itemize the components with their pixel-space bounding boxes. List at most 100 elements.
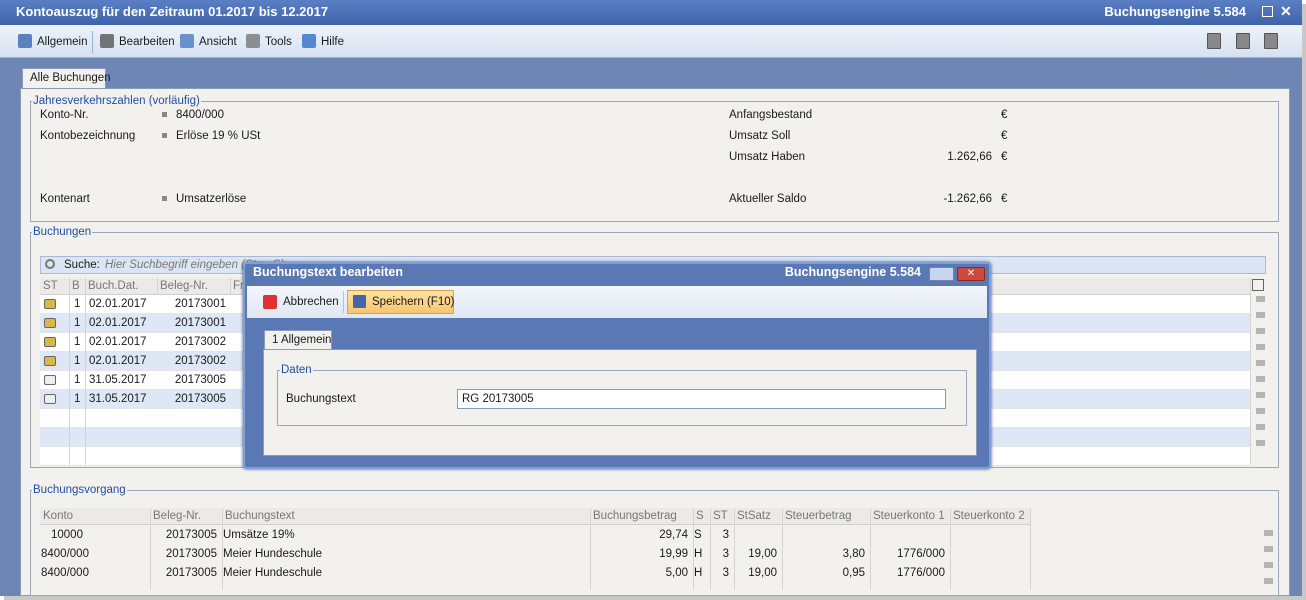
search-label: Suche: <box>64 259 100 271</box>
cell: Meier Hundeschule <box>223 548 323 560</box>
status-icon <box>44 394 56 404</box>
side-tool[interactable] <box>1256 312 1265 318</box>
cell: H <box>694 567 703 579</box>
field-label: Kontobezeichnung <box>40 130 136 142</box>
column-divider <box>693 508 694 590</box>
cell: 3 <box>722 529 729 541</box>
menu-icon <box>180 34 194 48</box>
menu-icon <box>302 34 316 48</box>
cell: 1 <box>74 355 81 367</box>
cell: 1 <box>74 393 81 405</box>
column-divider <box>222 508 223 590</box>
field-label: Aktueller Saldo <box>729 193 807 205</box>
side-tool[interactable] <box>1256 408 1265 414</box>
side-tool[interactable] <box>1264 578 1273 584</box>
menu-item[interactable]: Bearbeiten <box>119 36 175 48</box>
column-header: B <box>72 280 80 292</box>
toolbar-icon[interactable] <box>1207 33 1221 49</box>
amount: -1.262,66 <box>943 193 992 205</box>
cell: 3 <box>722 548 729 560</box>
field-value: Umsatzerlöse <box>176 193 247 205</box>
status-icon <box>44 375 56 385</box>
cell: 20173005 <box>165 529 217 541</box>
side-tool[interactable] <box>1256 440 1265 446</box>
side-tool[interactable] <box>1264 562 1273 568</box>
menu-item[interactable]: Hilfe <box>321 36 345 48</box>
column-divider <box>734 508 735 590</box>
cell: 0,95 <box>842 567 865 579</box>
input-value[interactable]: RG 20173005 <box>462 393 534 405</box>
tab-label[interactable]: Alle Buchungen <box>30 72 111 84</box>
menu-icon <box>18 34 32 48</box>
bookings-group-title: Buchungen <box>32 225 93 239</box>
window-title: Kontoauszug für den Zeitraum 01.2017 bis… <box>16 4 329 19</box>
column-divider <box>150 508 151 590</box>
bullet <box>162 196 167 201</box>
cell: 3,80 <box>842 548 865 560</box>
currency: € <box>1001 151 1008 163</box>
dialog-app-name: Buchungsengine 5.584 <box>784 265 921 279</box>
bullet <box>162 133 167 138</box>
side-tool[interactable] <box>1256 328 1265 334</box>
side-tool[interactable] <box>1252 279 1264 291</box>
summary-group <box>30 101 1279 222</box>
column-divider <box>1030 508 1031 590</box>
side-tool[interactable] <box>1256 296 1265 302</box>
button-icon[interactable] <box>263 295 277 309</box>
currency: € <box>1001 109 1008 121</box>
dialog-title: Buchungstext bearbeiten <box>253 265 404 279</box>
dialog-tab[interactable] <box>264 330 332 350</box>
bullet <box>162 112 167 117</box>
app-name: Buchungsengine 5.584 <box>1104 4 1246 19</box>
search-placeholder[interactable]: Hier Suchbegriff eingeben (Strg+S) <box>105 259 285 271</box>
cell: 1 <box>74 317 81 329</box>
column-divider <box>950 508 951 590</box>
toolbar-icon[interactable] <box>1236 33 1250 49</box>
cell: 02.01.2017 <box>89 336 147 348</box>
cell: S <box>694 529 702 541</box>
menu-item[interactable]: Ansicht <box>199 36 237 48</box>
table-lines <box>69 278 86 465</box>
cell: 31.05.2017 <box>89 393 147 405</box>
dialog-close[interactable]: ✕ <box>957 267 985 281</box>
maximize-button[interactable] <box>1262 6 1273 17</box>
side-tool[interactable] <box>1256 344 1265 350</box>
column-divider <box>782 508 783 590</box>
menu-item[interactable]: Tools <box>265 36 292 48</box>
window-shadow <box>1302 4 1306 600</box>
cell: 5,00 <box>665 567 688 579</box>
cell: 3 <box>722 567 729 579</box>
cell: Umsätze 19% <box>223 529 295 541</box>
cell: 1776/000 <box>897 548 945 560</box>
side-tool[interactable] <box>1256 392 1265 398</box>
column-header: Steuerkonto 2 <box>953 510 1025 522</box>
cell: 20173005 <box>174 374 226 386</box>
dialog-tab-label[interactable]: 1 Allgemein <box>272 334 332 346</box>
cell: 20173005 <box>174 393 226 405</box>
tab[interactable] <box>22 68 106 89</box>
cell: 8400/000 <box>41 567 89 579</box>
column-header: Buchungsbetrag <box>593 510 677 522</box>
field-label: Umsatz Haben <box>729 151 806 163</box>
button-icon[interactable] <box>353 295 366 308</box>
cell: 20173002 <box>174 355 226 367</box>
field-label: Buchungstext <box>286 393 356 405</box>
side-tool[interactable] <box>1256 360 1265 366</box>
toolbar-icon[interactable] <box>1264 33 1278 49</box>
field-label: Anfangsbestand <box>729 109 813 121</box>
cancel-button[interactable]: Abbrechen <box>283 296 339 308</box>
side-tool[interactable] <box>1264 530 1273 536</box>
close-button[interactable]: ✕ <box>1280 3 1292 19</box>
side-tool[interactable] <box>1256 376 1265 382</box>
menu-item[interactable]: Allgemein <box>37 36 88 48</box>
side-tool[interactable] <box>1264 546 1273 552</box>
column-header: Steuerbetrag <box>785 510 852 522</box>
text-input[interactable] <box>457 389 946 409</box>
side-tool[interactable] <box>1256 424 1265 430</box>
dialog-maximize[interactable] <box>929 267 954 281</box>
column-header: S <box>696 510 704 522</box>
save-button-label[interactable]: Speichern (F10) <box>372 296 455 308</box>
cell: 31.05.2017 <box>89 374 147 386</box>
cell: 29,74 <box>659 529 688 541</box>
